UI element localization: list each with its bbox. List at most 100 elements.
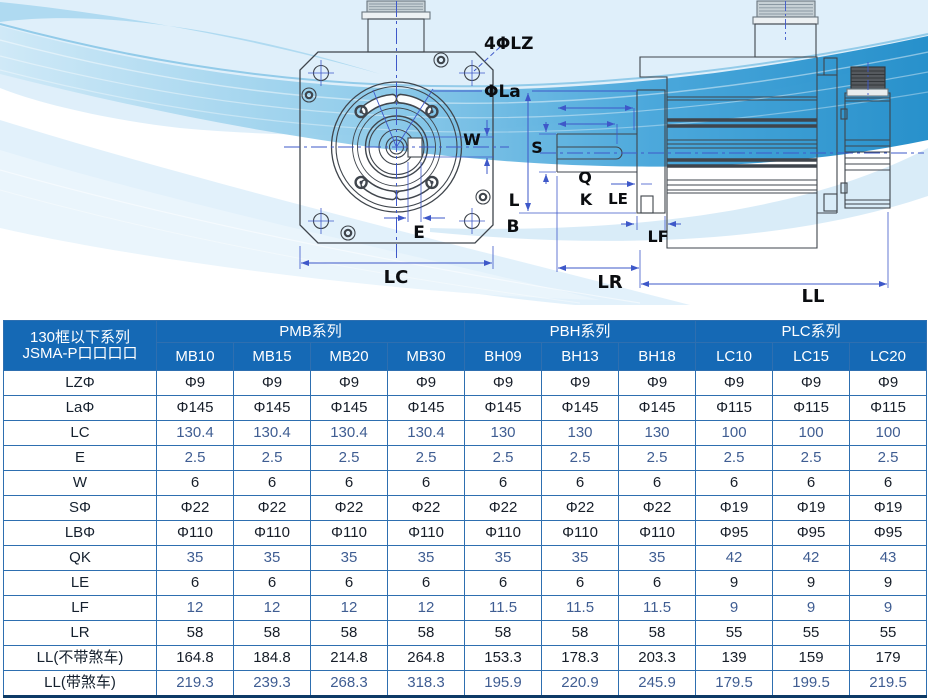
technical-drawing: 4ΦLZ ΦLa W E LC S Q K LE L B LF LR LL — [0, 0, 928, 307]
dimension-cell: 2.5 — [772, 445, 851, 471]
dimension-cell: 55 — [772, 620, 851, 646]
dimension-cell: 159 — [772, 645, 851, 671]
dimension-cell: 100 — [849, 420, 928, 446]
screw-bosses — [301, 52, 491, 241]
dimension-cell: 12 — [233, 595, 311, 621]
row-label: QK — [3, 545, 157, 571]
dimension-cell: 179 — [849, 645, 928, 671]
dimension-cell: 130 — [464, 420, 543, 446]
table-row: LF 12 12 12 12 11.5 11.5 11.5 9 9 9 — [3, 595, 928, 621]
dimension-cell: 55 — [695, 620, 774, 646]
row-label: E — [3, 445, 157, 471]
dimension-cell: 58 — [310, 620, 388, 646]
dimension-cell: 58 — [386, 620, 466, 646]
dimension-cell: Φ110 — [156, 520, 234, 546]
dim-label-q: Q — [578, 168, 592, 187]
dimension-cell: 2.5 — [156, 445, 234, 471]
dim-label-l: L — [509, 191, 520, 211]
dimension-cell: Φ110 — [541, 520, 620, 546]
dimension-cell: 35 — [541, 545, 620, 571]
hub-screws — [354, 104, 439, 190]
dimension-cell: Φ22 — [618, 495, 697, 521]
dimension-cell: Φ22 — [541, 495, 620, 521]
dimension-cell: 245.9 — [618, 670, 697, 697]
group-header-pmb: PMB系列 — [155, 320, 466, 343]
dimension-cell: Φ95 — [695, 520, 774, 546]
dimension-cell: 195.9 — [464, 670, 543, 697]
dimension-cell: Φ110 — [464, 520, 543, 546]
dim-label-phila: ΦLa — [484, 82, 521, 102]
table-row: QK 35 35 35 35 35 35 35 42 42 43 — [3, 545, 928, 571]
dimension-cell: Φ145 — [310, 395, 388, 421]
dim-label-ll: LL — [802, 286, 825, 307]
dimension-cell: 203.3 — [618, 645, 697, 671]
dimension-cell: 130.4 — [386, 420, 466, 446]
dimension-cell: 9 — [695, 570, 774, 596]
table-row: LC 130.4 130.4 130.4 130.4 130 130 130 100 100 100 — [3, 420, 928, 446]
dimension-labels: 4ΦLZ ΦLa W E LC S Q K LE L B LF LR LL — [384, 34, 825, 307]
table-row: LE 6 6 6 6 6 6 6 9 9 9 — [3, 570, 928, 596]
series-title-cell: 130框以下系列 JSMA-P口口口口 — [3, 320, 157, 371]
dimension-table: 130框以下系列 JSMA-P口口口口 PMB系列 PBH系列 PLC系列 MB… — [3, 320, 928, 698]
dimension-cell: 100 — [772, 420, 851, 446]
dimension-cell: 9 — [695, 595, 774, 621]
dimension-cell: 220.9 — [541, 670, 620, 697]
row-label: LR — [3, 620, 157, 646]
row-label: LL(带煞车) — [3, 670, 157, 697]
dimension-cell: 58 — [464, 620, 543, 646]
dim-label-lc: LC — [384, 267, 409, 288]
dimension-cell: 184.8 — [233, 645, 311, 671]
dimension-cell: 268.3 — [310, 670, 388, 697]
dimension-cell: 239.3 — [233, 670, 311, 697]
spec-table-section: 130框以下系列 JSMA-P口口口口 PMB系列 PBH系列 PLC系列 MB… — [0, 313, 928, 698]
dimension-cell: 12 — [156, 595, 234, 621]
dimension-cell: 178.3 — [541, 645, 620, 671]
series-title-line2: JSMA-P口口口口 — [22, 344, 138, 362]
dimension-cell: 43 — [849, 545, 928, 571]
row-label: LC — [3, 420, 157, 446]
dimension-cell: Φ110 — [233, 520, 311, 546]
dimension-cell: 6 — [233, 470, 311, 496]
dimension-cell: 2.5 — [618, 445, 697, 471]
table-row: LBΦ Φ110 Φ110 Φ110 Φ110 Φ110 Φ110 Φ110 Φ95 Φ95 Φ95 — [3, 520, 928, 546]
dimension-cell: Φ9 — [618, 370, 697, 396]
dimension-cell: 6 — [541, 570, 620, 596]
table-row: LL(不带煞车) 164.8 184.8 214.8 264.8 153.3 178.3 20… — [3, 645, 928, 671]
model-header: LC10 — [695, 342, 774, 371]
row-label: LL(不带煞车) — [3, 645, 157, 671]
row-label: LZΦ — [3, 370, 157, 396]
dimension-cell: Φ9 — [310, 370, 388, 396]
table-row: LL(带煞车) 219.3 239.3 268.3 318.3 195.9 220.9 245… — [3, 670, 928, 697]
dimension-cell: 130.4 — [310, 420, 388, 446]
dimension-cell: 9 — [772, 595, 851, 621]
dimension-cell: 6 — [464, 570, 543, 596]
row-label: LE — [3, 570, 157, 596]
table-row: LZΦ Φ9 Φ9 Φ9 Φ9 Φ9 Φ9 Φ9 Φ9 Φ9 Φ9 — [3, 370, 928, 396]
dimension-cell: 11.5 — [541, 595, 620, 621]
rear-plate — [817, 57, 838, 214]
model-header: BH13 — [541, 342, 620, 371]
dimension-cell: 55 — [849, 620, 928, 646]
row-label: LF — [3, 595, 157, 621]
dim-label-e: E — [413, 223, 425, 243]
dimension-cell: 35 — [233, 545, 311, 571]
dimension-cell: Φ9 — [156, 370, 234, 396]
dimension-cell: Φ22 — [464, 495, 543, 521]
table-row: SΦ Φ22 Φ22 Φ22 Φ22 Φ22 Φ22 Φ22 Φ19 Φ19 Φ19 — [3, 495, 928, 521]
model-header: LC15 — [772, 342, 851, 371]
dimension-cell: Φ9 — [233, 370, 311, 396]
dimension-cell: 130 — [541, 420, 620, 446]
dimension-cell: Φ22 — [310, 495, 388, 521]
dimension-cell: Φ145 — [386, 395, 466, 421]
dimension-cell: Φ9 — [772, 370, 851, 396]
dimension-cell: Φ19 — [849, 495, 928, 521]
dimension-cell: Φ95 — [849, 520, 928, 546]
dimension-cell: 179.5 — [695, 670, 774, 697]
dimension-lines — [284, 1, 924, 288]
table-row: LR 58 58 58 58 58 58 58 55 55 55 — [3, 620, 928, 646]
dimension-cell: 153.3 — [464, 645, 543, 671]
dimension-cell: Φ9 — [849, 370, 928, 396]
dimension-cell: 6 — [386, 470, 466, 496]
table-body: LZΦ Φ9 Φ9 Φ9 Φ9 Φ9 Φ9 Φ9 Φ9 Φ9 Φ9 LaΦ Φ145 Φ145 Φ145 Φ1… — [3, 370, 928, 697]
